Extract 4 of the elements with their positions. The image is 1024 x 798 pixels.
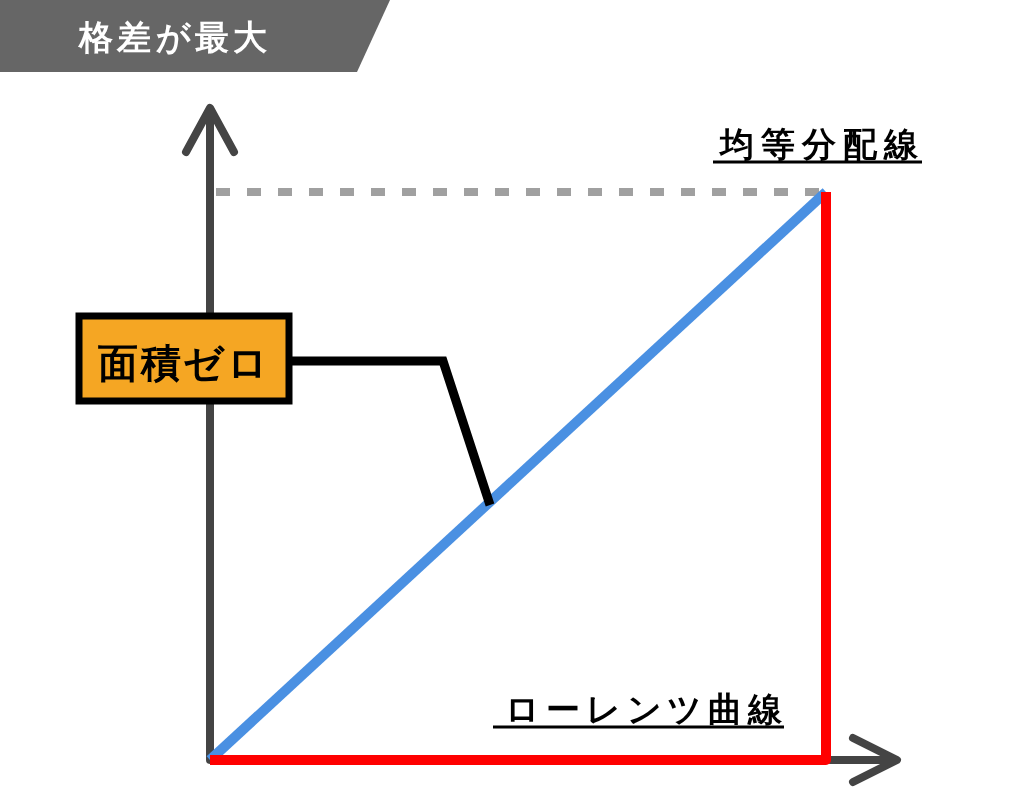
chart-title: 格差が最大 [77,17,267,57]
series-label: 均等分配線 [718,124,919,164]
annotation: 面積ゼロ [98,340,268,386]
series-label: ローレンツ曲線 [505,689,783,729]
